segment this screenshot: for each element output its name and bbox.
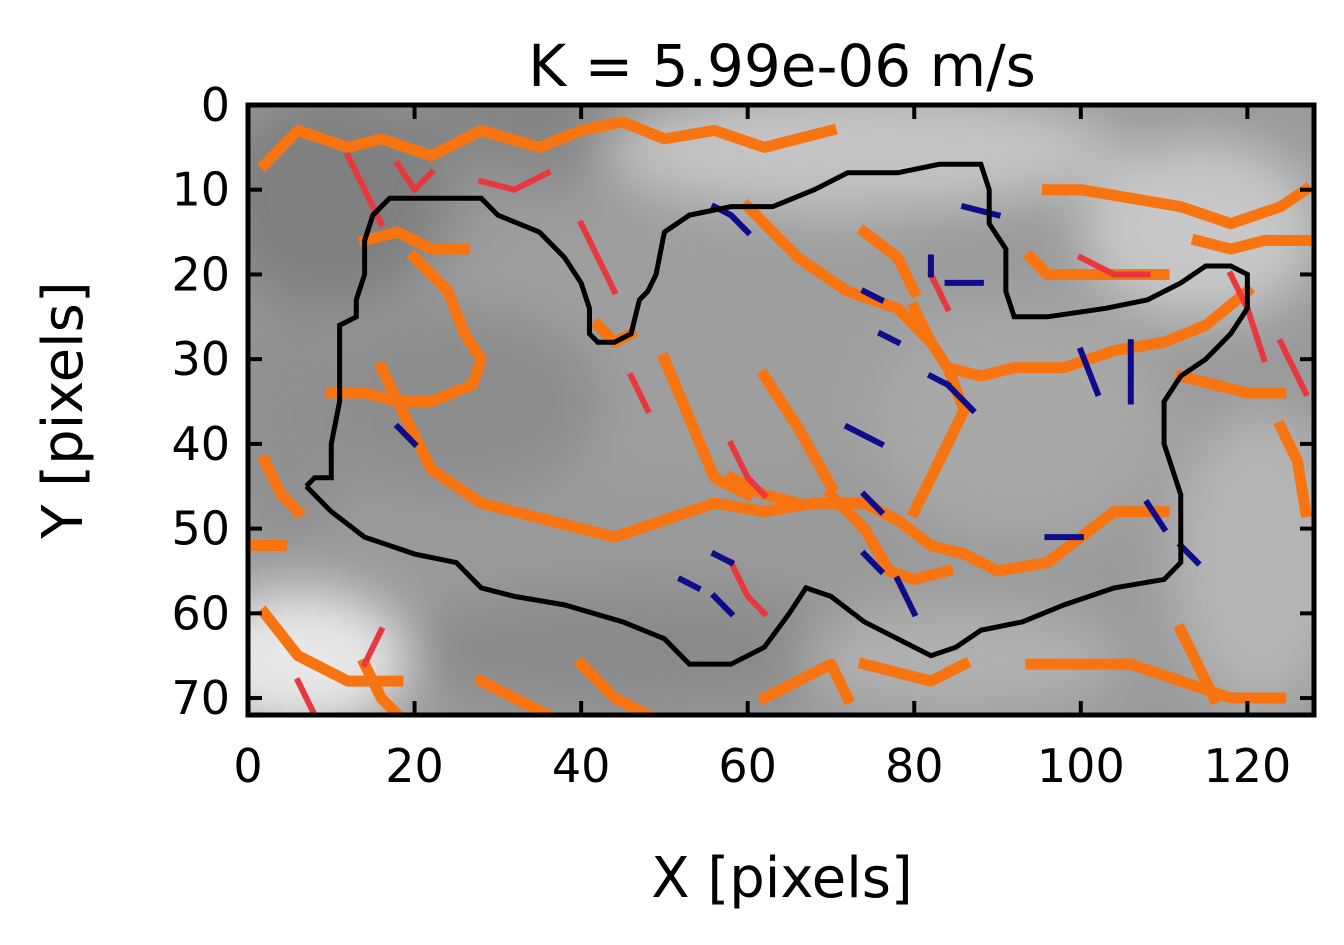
fracture-minor-8 <box>843 422 885 448</box>
x-axis-ticks: 0 20 40 60 80 100 120 <box>233 105 1291 793</box>
fracture-minor-2 <box>960 203 1002 219</box>
fracture-secondary-4 <box>727 439 769 499</box>
y-tick-label-30: 30 <box>171 332 230 386</box>
fracture-secondary-3 <box>577 219 619 296</box>
x-tick-label-100: 100 <box>1037 739 1125 793</box>
fracture-minor-19 <box>710 592 736 618</box>
y-axis-ticks: 0 10 20 30 40 50 60 70 <box>171 78 1314 725</box>
y-axis-label: Y [pixels] <box>31 281 96 539</box>
fracture-main-1 <box>357 226 471 255</box>
axes-frame <box>245 102 1317 718</box>
x-tick-label-120: 120 <box>1203 739 1291 793</box>
x-tick-label-40: 40 <box>552 739 611 793</box>
fracture-main-12 <box>1042 182 1314 230</box>
x-axis-label: X [pixels] <box>651 846 913 911</box>
x-tick-label-80: 80 <box>885 739 944 793</box>
fracture-minor-13 <box>1076 346 1102 397</box>
fracture-secondary-6 <box>1076 253 1151 278</box>
fracture-minor-9 <box>860 490 886 516</box>
fracture-main-2 <box>325 249 487 408</box>
fracture-minor-20 <box>393 422 419 449</box>
fracture-main-15 <box>1174 369 1287 399</box>
fracture-minor-4 <box>860 287 885 304</box>
fracture-secondary-12 <box>627 372 652 415</box>
fracture-main-23 <box>1025 658 1287 704</box>
y-tick-label-60: 60 <box>171 586 230 640</box>
fracture-main-22 <box>857 656 972 687</box>
fracture-main-19 <box>473 673 556 715</box>
fracture-minor-18 <box>677 575 702 592</box>
fracture-main-16 <box>1273 419 1312 518</box>
x-tick-label-60: 60 <box>718 739 777 793</box>
y-tick-label-50: 50 <box>171 502 230 556</box>
y-tick-label-0: 0 <box>201 78 230 132</box>
fracture-main-10 <box>856 224 922 299</box>
fracture-minor-5 <box>876 329 902 347</box>
fracture-main-18 <box>357 656 406 715</box>
fracture-main-11 <box>906 300 970 520</box>
fracture-secondary-9 <box>360 626 386 669</box>
fracture-secondary-5 <box>727 558 769 618</box>
fracture-main-9 <box>739 198 1256 382</box>
fracture-main-8 <box>823 486 955 585</box>
fracture-main-3 <box>373 360 1170 577</box>
boundary-contour <box>304 161 1250 667</box>
y-tick-label-40: 40 <box>171 417 230 471</box>
fracture-main-24 <box>1173 622 1222 706</box>
fracture-main-20 <box>573 656 656 715</box>
x-tick-label-0: 0 <box>233 739 262 793</box>
fracture-main-0 <box>256 116 838 173</box>
y-tick-label-10: 10 <box>171 163 230 217</box>
fracture-main-21 <box>756 658 855 706</box>
fracture-minor-10 <box>860 549 886 576</box>
fracture-main-7 <box>756 368 839 494</box>
fracture-secondary-10 <box>293 677 318 715</box>
fracture-secondary-8 <box>1276 338 1310 398</box>
fracture-minor-17 <box>710 549 736 567</box>
x-tick-label-20: 20 <box>385 739 444 793</box>
y-tick-label-20: 20 <box>171 247 230 301</box>
fracture-main-25 <box>257 453 306 520</box>
fracture-minor-7 <box>943 380 977 415</box>
fracture-main-13 <box>1190 233 1312 255</box>
fracture-secondary-1 <box>393 160 436 193</box>
fracture-minor-16 <box>1176 541 1202 567</box>
y-tick-label-70: 70 <box>171 671 230 725</box>
chart-title: K = 5.99e-06 m/s <box>528 32 1036 100</box>
fracture-network-minor <box>393 202 1202 618</box>
fracture-secondary-11 <box>926 270 952 313</box>
fracture-minor-11 <box>893 575 919 618</box>
fracture-secondary-2 <box>477 168 552 193</box>
fracture-minor-15 <box>1143 499 1169 533</box>
fracture-main-5 <box>657 351 756 503</box>
